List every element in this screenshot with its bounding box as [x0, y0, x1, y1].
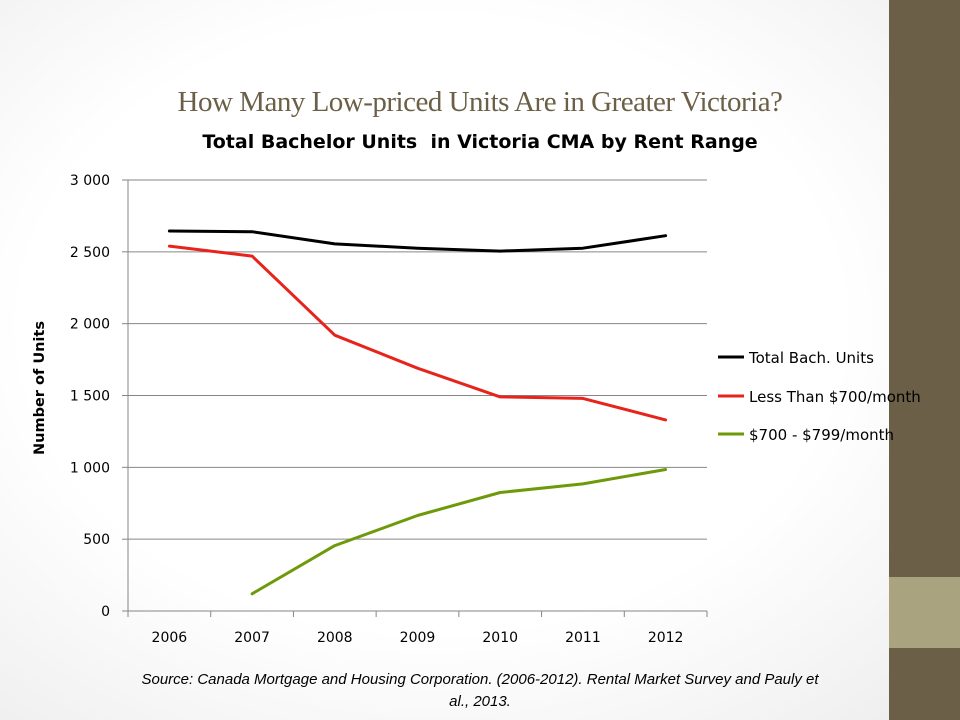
x-tick-label: 2012: [648, 630, 684, 646]
y-axis: 0 500 1 000 1 500 2 000 2 500 3 000: [70, 173, 129, 620]
y-tick-label: 2 500: [70, 245, 110, 261]
series-line-2: [167, 244, 668, 422]
y-tick-label: 3 000: [70, 173, 110, 189]
legend-label: $700 - $799/month: [749, 426, 894, 444]
y-tick-label: 1 500: [70, 389, 110, 405]
side-bar-dark-bottom: [889, 648, 960, 720]
series-lines: [167, 229, 668, 596]
x-tick-label: 2006: [152, 630, 188, 646]
side-bar-dark-top: [889, 0, 960, 577]
legend: Total Bach. Units Less Than $700/month $70…: [718, 349, 921, 444]
y-tick-label: 1 000: [70, 460, 110, 476]
series-line-1: [167, 229, 668, 253]
y-tick-label: 500: [83, 532, 110, 548]
x-tick-label: 2008: [317, 630, 353, 646]
legend-label: Less Than $700/month: [749, 388, 921, 406]
slide-title: How Many Low-priced Units Are in Greater…: [177, 86, 783, 118]
x-tick-label: 2010: [482, 630, 518, 646]
x-tick-label: 2007: [234, 630, 270, 646]
y-tick-label: 0: [101, 604, 110, 620]
y-axis-title: Number of Units: [32, 321, 48, 455]
legend-label: Total Bach. Units: [748, 349, 874, 367]
y-tick-label: 2 000: [70, 317, 110, 333]
chart-title: Total Bachelor Units in Victoria CMA by …: [202, 131, 757, 153]
side-bar-accent: [889, 577, 960, 648]
grid-lines: [128, 179, 707, 540]
x-tick-label: 2009: [400, 630, 436, 646]
x-tick-label: 2011: [565, 630, 601, 646]
series-line-3: [250, 468, 668, 596]
x-axis: 2006 2007 2008 2009 2010 2011 2012: [127, 610, 708, 646]
source-note: Source: Canada Mortgage and Housing Corp…: [141, 671, 819, 710]
